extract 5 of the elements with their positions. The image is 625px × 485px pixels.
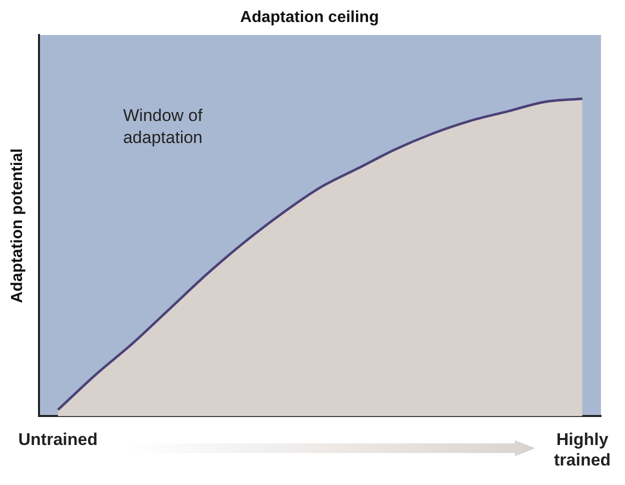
x-tick-label: Highly trained — [554, 430, 611, 470]
y-axis-title: Adaptation potential — [9, 148, 26, 304]
annotation: Window of adaptation — [123, 106, 203, 147]
x-tick-label: Untrained — [18, 430, 98, 450]
chart-title: Adaptation ceiling — [240, 9, 379, 26]
